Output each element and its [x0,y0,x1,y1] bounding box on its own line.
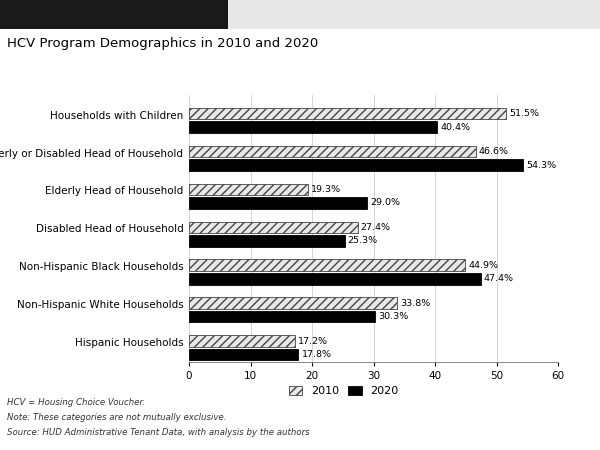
Bar [189,349,298,360]
Bar [189,221,358,233]
Bar [189,260,465,271]
Text: 17.8%: 17.8% [302,350,332,359]
Bar [189,335,295,346]
Text: 25.3%: 25.3% [347,236,378,245]
Text: HCV Program Demographics in 2010 and 2020: HCV Program Demographics in 2010 and 202… [7,37,319,50]
Bar [189,297,397,309]
Text: 29.0%: 29.0% [370,198,400,207]
Text: 40.4%: 40.4% [440,122,470,131]
Text: 17.2%: 17.2% [298,337,328,346]
Text: 46.6%: 46.6% [479,147,509,156]
Bar [189,197,367,209]
Bar [189,311,376,323]
Text: 30.3%: 30.3% [379,312,409,321]
Text: 19.3%: 19.3% [311,185,341,194]
Bar [189,184,308,195]
Legend: 2010, 2020: 2010, 2020 [284,382,403,401]
Text: HCV = Housing Choice Voucher.: HCV = Housing Choice Voucher. [7,398,145,407]
Bar [189,273,481,284]
Bar [189,108,506,119]
Text: 54.3%: 54.3% [526,161,556,170]
Bar [189,159,523,171]
Text: 47.4%: 47.4% [484,274,514,284]
Text: 33.8%: 33.8% [400,299,430,308]
Text: 51.5%: 51.5% [509,109,539,118]
Bar [189,122,437,133]
Text: Source: HUD Administrative Tenant Data, with analysis by the authors: Source: HUD Administrative Tenant Data, … [7,428,310,437]
Bar [189,235,344,247]
Text: 27.4%: 27.4% [361,223,391,232]
Text: 44.9%: 44.9% [468,261,498,270]
Text: Note: These categories are not mutually exclusive.: Note: These categories are not mutually … [7,413,227,422]
Bar [189,146,476,157]
